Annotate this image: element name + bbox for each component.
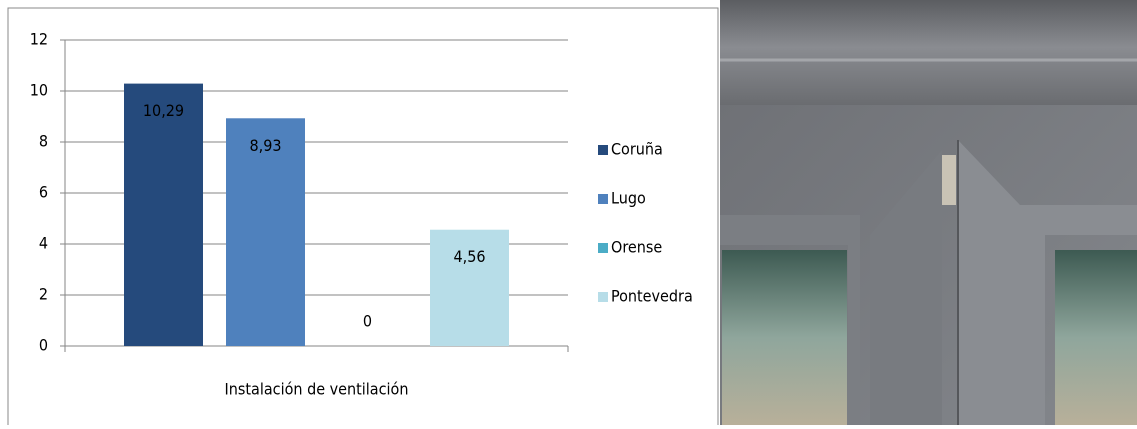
y-tick-label: 8 bbox=[39, 132, 48, 151]
legend-swatch bbox=[598, 243, 608, 253]
x-tick-label: Instalación de ventilación bbox=[225, 380, 409, 399]
legend-swatch bbox=[598, 194, 608, 204]
y-tick-label: 12 bbox=[30, 30, 48, 49]
y-tick-label: 0 bbox=[39, 336, 48, 355]
glass-left bbox=[722, 250, 847, 425]
mullion-right bbox=[958, 140, 1137, 425]
y-tick-label: 10 bbox=[30, 81, 48, 100]
data-label: 10,29 bbox=[143, 101, 184, 120]
bar bbox=[430, 229, 509, 346]
y-tick-label: 2 bbox=[39, 285, 48, 304]
photo bbox=[720, 0, 1137, 425]
legend-label: Orense bbox=[611, 238, 662, 257]
legend-swatch bbox=[598, 145, 608, 155]
legend-label: Pontevedra bbox=[611, 287, 693, 306]
frame-left bbox=[720, 215, 860, 425]
mullion-left bbox=[870, 150, 942, 425]
y-tick-label: 6 bbox=[39, 183, 48, 202]
data-label: 0 bbox=[363, 312, 372, 331]
y-tick-label: 4 bbox=[39, 234, 48, 253]
legend-label: Lugo bbox=[611, 189, 646, 208]
legend-swatch bbox=[598, 292, 608, 302]
bar bbox=[226, 118, 305, 346]
gasket bbox=[942, 155, 956, 205]
chart: 0 2 4 6 8 10 12 Instalación de ventilación 10,29… bbox=[30, 30, 693, 399]
bar bbox=[124, 83, 203, 346]
glass-right bbox=[1055, 250, 1137, 425]
top-rail bbox=[720, 0, 1137, 105]
data-label: 4,56 bbox=[453, 247, 485, 266]
chart-frame bbox=[7, 7, 719, 429]
data-label: 8,93 bbox=[249, 136, 281, 155]
legend-label: Coruña bbox=[611, 140, 663, 159]
